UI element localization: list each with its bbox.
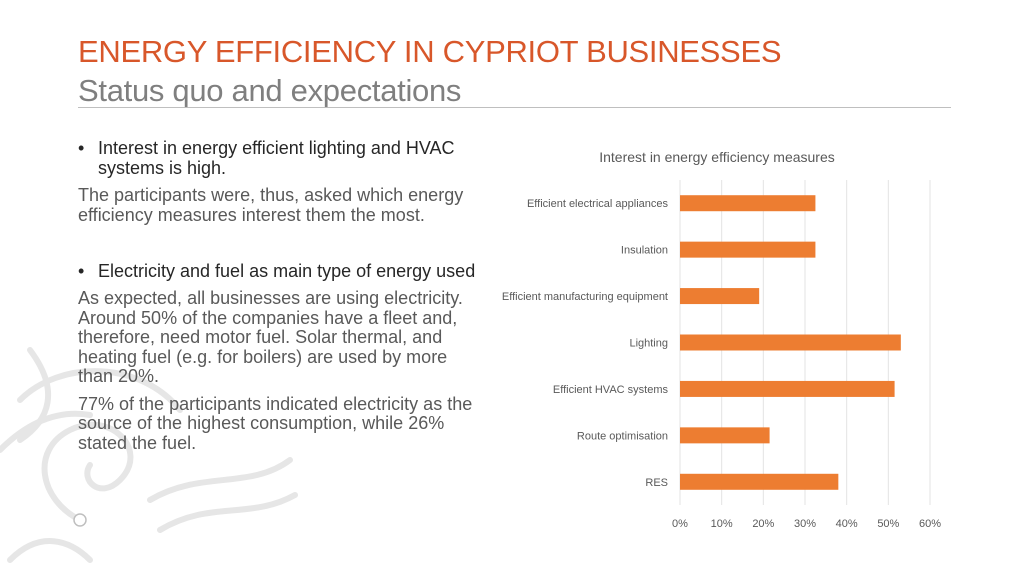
bar: [680, 334, 901, 351]
bullet-energy-type-text: Electricity and fuel as main type of ene…: [98, 261, 476, 281]
chart-canvas: Interest in energy efficiency measures E…: [502, 149, 941, 530]
bullet-interest-text: Interest in energy efficient lighting an…: [98, 138, 455, 178]
paragraph-participants: The participants were, thus, asked which…: [78, 185, 464, 225]
x-tick-label: 10%: [711, 518, 733, 530]
bar: [680, 195, 816, 212]
spiral-watermark-icon: [0, 347, 298, 563]
paragraph-electricity-usage: As expected, all businesses are using el…: [78, 288, 463, 386]
bullet-energy-type: • Electricity and fuel as main type of e…: [78, 261, 478, 281]
category-label: Efficient manufacturing equipment: [502, 291, 668, 303]
text-column: • Interest in energy efficient lighting …: [78, 138, 478, 453]
x-tick-label: 30%: [794, 518, 816, 530]
bar: [680, 473, 839, 490]
interest-bar-chart: Interest in energy efficiency measures E…: [480, 140, 960, 540]
chart-title: Interest in energy efficiency measures: [599, 149, 835, 165]
slide-subtitle: Status quo and expectations: [78, 73, 462, 108]
title-divider: [78, 107, 951, 108]
category-label: Insulation: [621, 245, 668, 257]
x-tick-label: 40%: [836, 518, 858, 530]
x-tick-label: 60%: [919, 518, 941, 530]
category-label: Route optimisation: [577, 430, 668, 442]
category-label: Lighting: [629, 338, 668, 350]
bar: [680, 427, 770, 444]
x-tick-label: 20%: [752, 518, 774, 530]
x-tick-label: 0%: [672, 518, 688, 530]
bullet-marker: •: [78, 138, 85, 158]
bullet-marker: •: [78, 261, 85, 281]
category-label: Efficient HVAC systems: [553, 384, 669, 396]
category-label: RES: [645, 477, 668, 489]
bullet-interest: • Interest in energy efficient lighting …: [78, 138, 478, 178]
bar: [680, 241, 816, 258]
bar: [680, 380, 895, 397]
slide-title: ENERGY EFFICIENCY IN CYPRIOT BUSINESSES: [78, 34, 782, 69]
paragraph-highest-consumption: 77% of the participants indicated electr…: [78, 393, 473, 453]
category-label: Efficient electrical appliances: [527, 198, 669, 210]
bar: [680, 288, 760, 305]
x-tick-label: 50%: [877, 518, 899, 530]
